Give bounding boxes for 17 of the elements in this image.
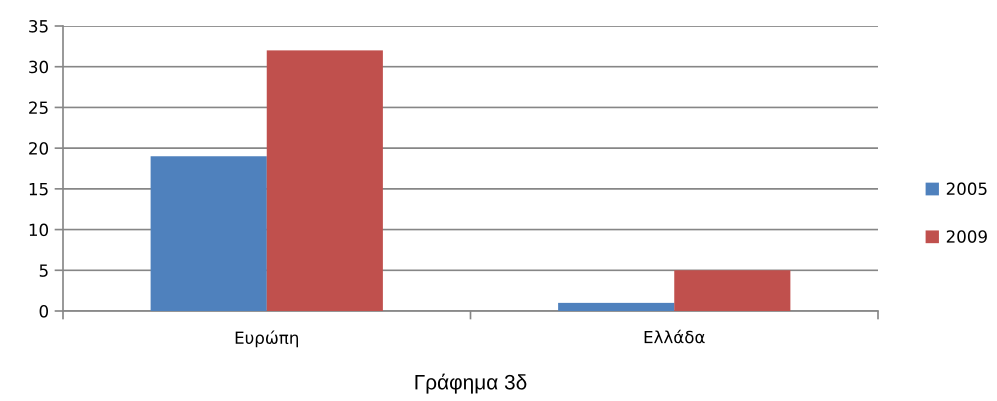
legend-label: 2005 xyxy=(946,182,987,196)
y-tick-label: 10 xyxy=(30,224,48,236)
y-tick-label: 5 xyxy=(40,264,48,277)
y-tick-label: 15 xyxy=(30,183,48,196)
y-tick-label: 30 xyxy=(29,60,48,74)
y-tick-label: 25 xyxy=(29,101,48,114)
bar xyxy=(674,270,790,311)
x-tick-label: Ελλάδα xyxy=(644,330,705,344)
y-tick-label: 20 xyxy=(29,142,48,155)
y-tick-label: 0 xyxy=(40,304,48,318)
bar xyxy=(266,50,383,311)
text: Γράφημα 3δ xyxy=(415,374,526,394)
bar xyxy=(558,302,674,311)
bar xyxy=(150,156,267,311)
legend-label: 2009 xyxy=(946,230,987,243)
y-tick-label: 35 xyxy=(29,20,48,33)
x-tick-label: Ευρώπη xyxy=(236,330,298,348)
